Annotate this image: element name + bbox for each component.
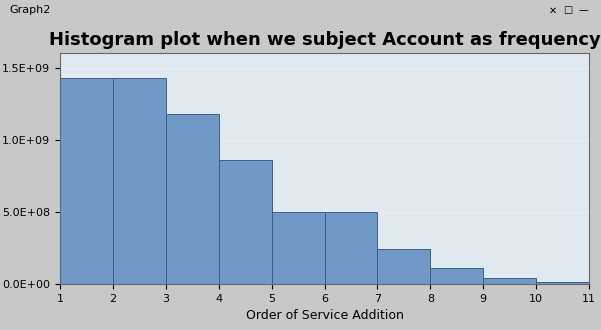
Bar bbox=[113, 78, 166, 284]
Bar bbox=[536, 282, 589, 284]
Text: Graph2: Graph2 bbox=[9, 5, 50, 15]
Bar bbox=[325, 212, 377, 284]
X-axis label: Order of Service Addition: Order of Service Addition bbox=[246, 309, 403, 322]
Text: ✕: ✕ bbox=[549, 5, 557, 15]
Bar bbox=[483, 278, 536, 284]
Bar bbox=[166, 114, 219, 284]
Bar bbox=[60, 78, 113, 284]
Text: □: □ bbox=[563, 5, 573, 15]
Bar bbox=[377, 249, 430, 284]
Bar bbox=[430, 268, 483, 284]
Text: —: — bbox=[578, 5, 588, 15]
Bar bbox=[272, 212, 325, 284]
Bar bbox=[219, 160, 272, 284]
Title: Histogram plot when we subject Account as frequency: Histogram plot when we subject Account a… bbox=[49, 31, 600, 49]
